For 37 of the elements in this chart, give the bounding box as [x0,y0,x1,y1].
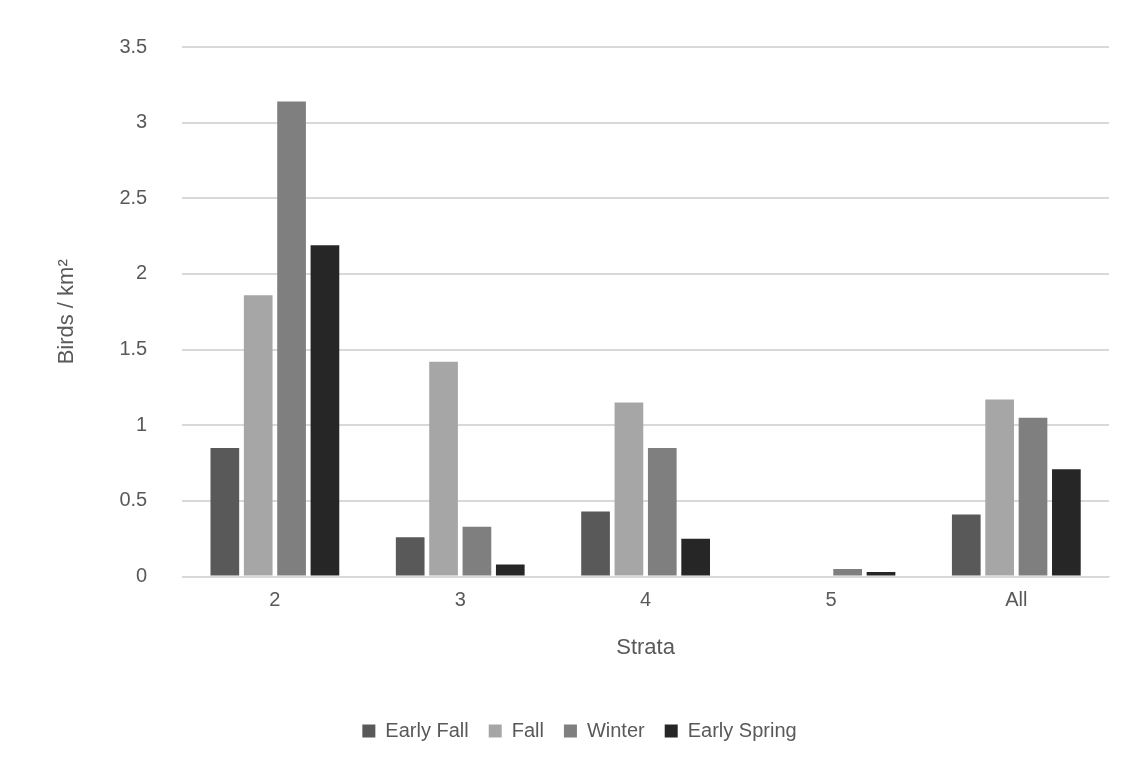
legend-label: Early Spring [687,718,797,741]
y-tick-label: 3 [136,110,148,133]
y-tick-label: 2 [136,261,148,284]
legend-label: Fall [511,718,544,741]
bar [277,101,306,576]
bar [866,572,896,576]
x-tick-label: 4 [640,588,652,611]
bar [985,399,1014,576]
legend-label: Winter [586,718,646,741]
bar [951,514,981,576]
x-tick-label: 5 [825,588,837,611]
bar [647,447,677,576]
y-axis-title: Birds / km² [53,259,79,365]
bar [681,538,710,576]
bar [310,245,340,576]
y-tick-label: 0.5 [119,488,148,511]
bar [1018,417,1048,576]
bar [581,511,610,576]
y-tick-label: 1.5 [119,337,148,360]
y-tick-label: 3.5 [119,34,148,57]
y-tick-label: 0 [136,564,148,587]
bar [210,447,240,576]
bar [395,537,425,576]
legend-label: Early Fall [385,718,469,741]
bar [495,564,525,576]
bar [429,361,458,576]
y-tick-label: 1 [136,412,148,435]
bar [833,569,862,576]
x-tick-label: 2 [269,588,281,611]
bar [614,402,644,576]
x-tick-label: All [1005,588,1028,611]
bar [243,295,273,576]
x-axis-title: Strata [616,633,676,659]
x-tick-label: 3 [454,588,466,611]
y-tick-label: 2.5 [119,185,148,208]
bar [462,526,492,576]
bar [1052,469,1081,576]
